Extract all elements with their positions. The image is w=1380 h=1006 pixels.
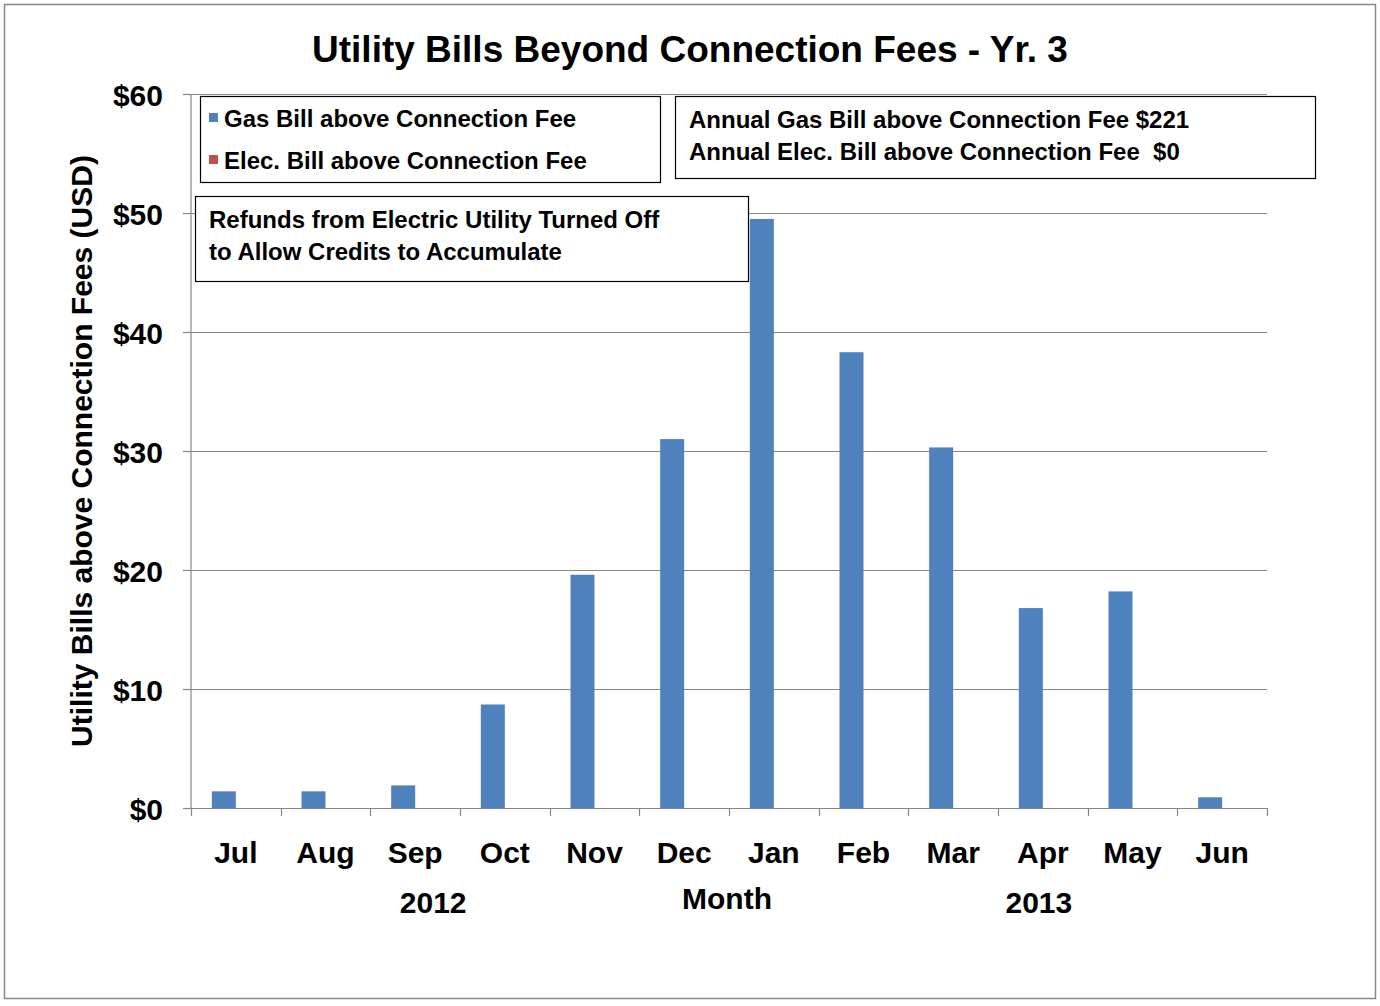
x-tick-label: Aug	[296, 836, 354, 869]
annotation: Refunds from Electric Utility Turned Off…	[196, 197, 749, 282]
y-tick	[183, 689, 191, 690]
chart: Utility Bills Beyond Connection Fees - Y…	[0, 0, 1380, 1006]
x-tick	[998, 808, 999, 816]
x-tick	[908, 808, 909, 816]
annotation-text: Annual Elec. Bill above Connection Fee $…	[689, 138, 1180, 165]
chart-frame	[5, 5, 1376, 999]
y-axis-label: Utility Bills above Connection Fees (USD…	[65, 155, 98, 747]
y-tick	[183, 332, 191, 333]
x-tick	[1177, 808, 1178, 816]
legend-swatch	[209, 155, 218, 164]
x-tick-label: May	[1103, 836, 1162, 869]
bar	[571, 575, 595, 808]
grid-line	[191, 570, 1267, 571]
bar	[929, 447, 953, 808]
annotation-box	[676, 97, 1316, 179]
legend-label: Gas Bill above Connection Fee	[224, 105, 576, 132]
x-tick	[729, 808, 730, 816]
x-axis-label: Month	[682, 882, 772, 915]
y-tick	[183, 570, 191, 571]
grid-line	[191, 94, 1267, 95]
annotation-box	[196, 197, 749, 282]
x-group-label: 2013	[1005, 886, 1072, 919]
x-tick	[281, 808, 282, 816]
grid-line	[191, 689, 1267, 690]
bar	[212, 791, 236, 808]
x-tick-label: Apr	[1017, 836, 1069, 869]
bar	[750, 219, 774, 808]
y-tick-label: $40	[113, 317, 163, 350]
bar	[840, 352, 864, 808]
legend-swatch	[209, 113, 218, 122]
x-tick-label: Nov	[566, 836, 623, 869]
x-group-label: 2012	[400, 886, 467, 919]
x-tick	[1088, 808, 1089, 816]
y-tick-label: $50	[113, 198, 163, 231]
bar	[1109, 591, 1133, 808]
y-tick-label: $30	[113, 436, 163, 469]
title: Utility Bills Beyond Connection Fees - Y…	[312, 29, 1068, 70]
x-tick-label: Oct	[480, 836, 530, 869]
grid	[191, 95, 1267, 809]
y-tick	[183, 94, 191, 95]
annotation: Annual Gas Bill above Connection Fee $22…	[676, 97, 1316, 179]
grid-line	[191, 451, 1267, 452]
x-tick-label: Dec	[657, 836, 712, 869]
x-tick	[639, 808, 640, 816]
x-tick-label: Jun	[1195, 836, 1248, 869]
legend-box	[201, 97, 661, 183]
x-tick-label: Mar	[926, 836, 980, 869]
annotation-text: Refunds from Electric Utility Turned Off	[209, 206, 660, 233]
y-tick-label: $20	[113, 555, 163, 588]
bar	[1019, 608, 1043, 808]
x-tick	[460, 808, 461, 816]
x-tick	[370, 808, 371, 816]
bar	[391, 785, 415, 808]
bar	[481, 704, 505, 808]
annotation-text: to Allow Credits to Accumulate	[209, 238, 562, 265]
grid-line	[191, 332, 1267, 333]
x-tick-label: Jul	[214, 836, 257, 869]
x-tick	[1267, 808, 1268, 816]
bar	[302, 791, 326, 808]
y-tick-label: $10	[113, 674, 163, 707]
y-tick	[183, 808, 191, 809]
bars	[212, 219, 1222, 808]
y-axis	[190, 94, 191, 808]
legend: Gas Bill above Connection Fee Elec. Bill …	[201, 97, 661, 183]
y-tick	[183, 451, 191, 452]
x-tick	[550, 808, 551, 816]
annotation-text: Annual Gas Bill above Connection Fee $22…	[689, 106, 1189, 133]
x-tick-label: Jan	[748, 836, 800, 869]
bar	[660, 439, 684, 808]
x-tick-label: Feb	[837, 836, 890, 869]
legend-label: Elec. Bill above Connection Fee	[224, 147, 587, 174]
bar	[1198, 797, 1222, 808]
x-tick	[191, 808, 192, 816]
y-tick	[183, 213, 191, 214]
y-tick-label: $0	[130, 793, 163, 826]
x-tick	[819, 808, 820, 816]
y-tick-label: $60	[113, 79, 163, 112]
x-tick-label: Sep	[388, 836, 443, 869]
